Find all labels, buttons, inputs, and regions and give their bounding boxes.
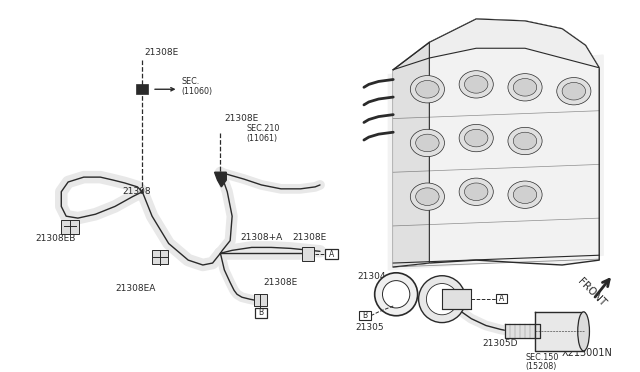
Bar [61,220,79,234]
Ellipse shape [465,183,488,201]
Ellipse shape [513,186,537,203]
Text: SEC.210: SEC.210 [247,124,280,133]
Bar [303,247,314,261]
Ellipse shape [410,183,444,210]
Text: 21308EB: 21308EB [35,234,76,243]
Text: A: A [328,250,334,259]
Text: 21308EA: 21308EA [115,284,156,293]
Ellipse shape [508,127,542,155]
Bar [359,311,371,320]
Text: 21304: 21304 [357,272,385,281]
Text: 21308E: 21308E [225,114,259,123]
Text: (11061): (11061) [247,134,278,142]
Ellipse shape [513,132,537,150]
Text: 21308E: 21308E [292,233,327,242]
Ellipse shape [459,71,493,98]
Ellipse shape [578,312,589,351]
Ellipse shape [513,78,537,96]
Polygon shape [214,172,227,187]
Text: 21308: 21308 [123,187,152,196]
Ellipse shape [410,129,444,157]
Ellipse shape [557,77,591,105]
Bar [255,308,268,318]
Text: 21305D: 21305D [482,339,518,347]
Text: A: A [499,294,504,303]
Text: 21308E: 21308E [144,48,179,57]
Polygon shape [393,19,599,267]
Text: SEC.150: SEC.150 [525,353,558,362]
Polygon shape [535,312,584,351]
Ellipse shape [410,76,444,103]
Bar [325,249,337,259]
Ellipse shape [562,83,586,100]
Ellipse shape [508,181,542,208]
Text: 21308E: 21308E [264,278,298,287]
Polygon shape [388,55,603,270]
Bar [442,289,471,309]
Ellipse shape [459,178,493,205]
Circle shape [426,283,458,315]
Bar [253,294,268,306]
Ellipse shape [508,74,542,101]
Bar [496,294,508,303]
Polygon shape [393,42,429,267]
Ellipse shape [459,124,493,152]
Text: 21308+A: 21308+A [240,233,282,242]
Text: B: B [259,308,264,317]
Ellipse shape [465,129,488,147]
Ellipse shape [415,188,439,205]
Text: B: B [362,311,367,320]
Text: FRONT: FRONT [575,276,607,308]
Text: 21305: 21305 [355,323,384,332]
Bar [136,84,148,94]
Ellipse shape [415,80,439,98]
Polygon shape [393,19,599,70]
Circle shape [419,276,465,323]
Text: (11060): (11060) [181,87,212,96]
Ellipse shape [465,76,488,93]
Bar [152,250,168,264]
Text: X213001N: X213001N [562,348,613,358]
Circle shape [374,273,418,316]
Text: SEC.: SEC. [181,77,200,86]
Ellipse shape [415,134,439,152]
Polygon shape [506,324,540,338]
Text: (15208): (15208) [525,362,556,371]
Circle shape [383,280,410,308]
